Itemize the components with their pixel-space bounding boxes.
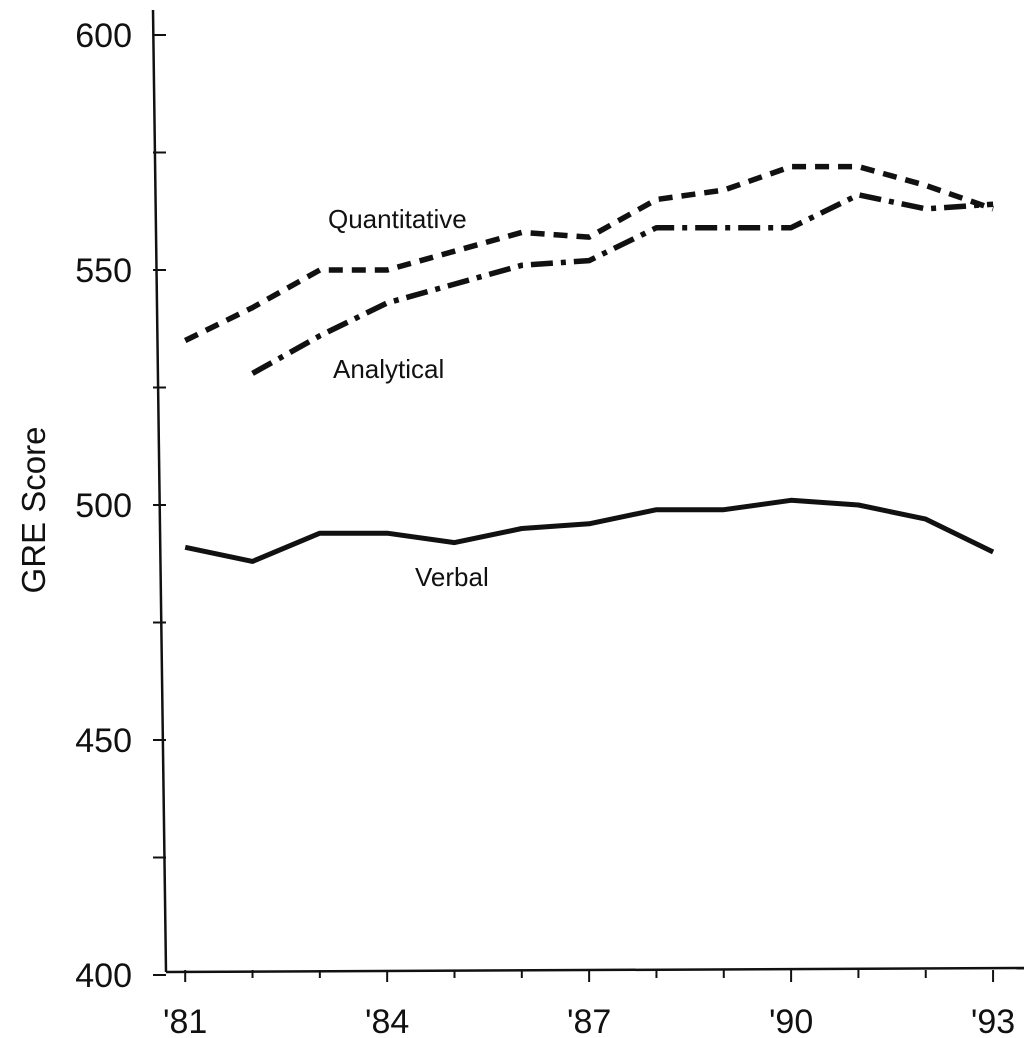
x-tick-label: '84	[365, 1003, 409, 1038]
y-tick-label: 600	[75, 17, 132, 55]
axes	[151, 9, 1024, 974]
y-tick-label: 550	[75, 252, 132, 290]
x-tick-label: '93	[971, 1003, 1015, 1038]
y-axis-title: GRE Score	[15, 427, 52, 594]
y-tick-label: 500	[75, 487, 132, 525]
series-line-quantitative	[183, 163, 995, 343]
series-layer	[183, 163, 995, 564]
x-tick-label: '81	[163, 1003, 207, 1038]
x-tick-label: '90	[769, 1003, 813, 1038]
x-ticks: '81 '84 '87 '90 '93	[163, 970, 1015, 1038]
y-ticks: 600 550 500 450 400	[75, 17, 166, 995]
y-tick-label: 450	[75, 722, 132, 760]
series-line-analytical	[251, 192, 994, 376]
x-axis-line	[165, 966, 1024, 974]
x-tick-label: '87	[567, 1003, 611, 1038]
series-label-analytical: Analytical	[333, 354, 444, 384]
series-label-verbal: Verbal	[415, 562, 489, 592]
y-axis-line	[151, 9, 168, 973]
series-label-quantitative: Quantitative	[328, 204, 467, 234]
y-tick-label: 400	[75, 957, 132, 995]
series-line-verbal	[184, 497, 995, 564]
